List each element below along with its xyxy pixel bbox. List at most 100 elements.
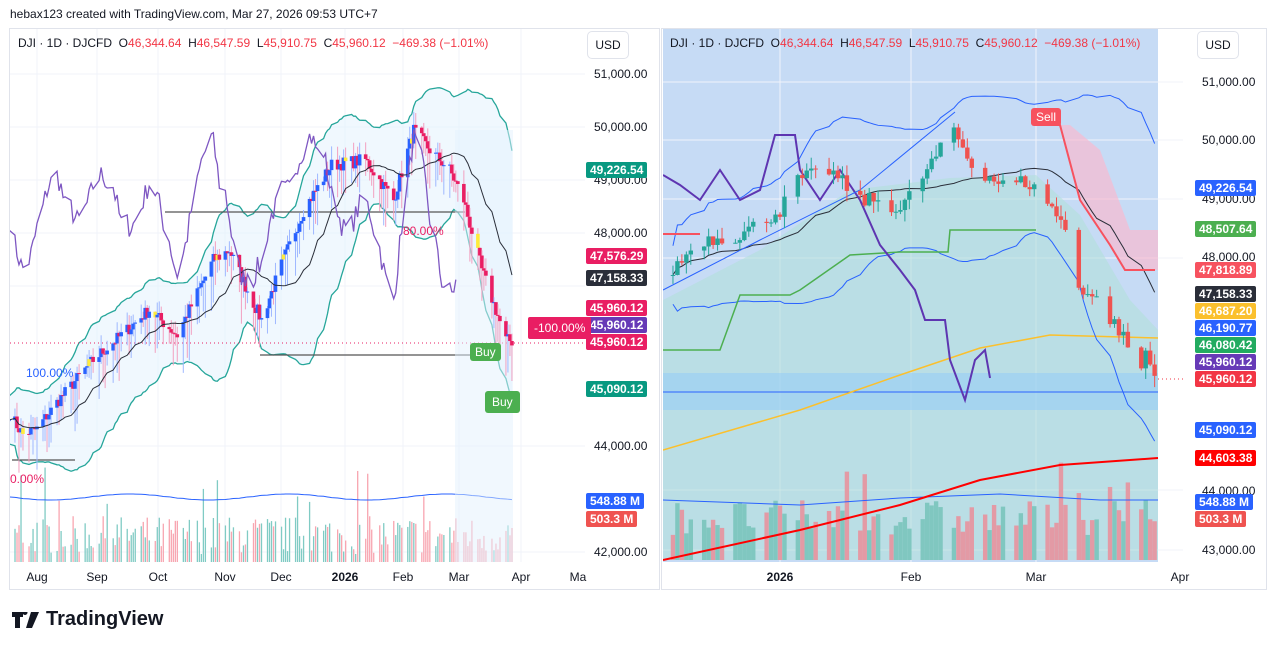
volume-bar — [84, 523, 86, 562]
candle-body — [307, 198, 312, 218]
volume-bar — [44, 467, 46, 562]
volume-bar — [168, 519, 170, 562]
price-tag: 48,507.64 — [1195, 221, 1257, 237]
volume-bar — [1076, 493, 1082, 560]
volume-bar — [218, 523, 221, 562]
candle-body — [327, 170, 332, 176]
price-tick: 51,000.00 — [594, 67, 648, 81]
volume-bar — [246, 530, 249, 562]
volume-bar — [359, 524, 361, 562]
volume-bar — [324, 524, 327, 562]
candle-body — [391, 188, 396, 201]
candle-body — [295, 231, 300, 234]
volume-bar — [268, 522, 271, 562]
candle-body — [185, 316, 190, 318]
candle-body — [211, 253, 216, 262]
volume-bar — [14, 528, 16, 562]
volume-bar — [742, 504, 747, 560]
volume-bar — [72, 516, 74, 562]
close-label: C — [975, 36, 985, 50]
volume-ma-tag: 503.3 M — [1195, 511, 1247, 527]
volume-bar — [1116, 510, 1122, 560]
volume-bar — [170, 529, 172, 562]
candle-body — [902, 199, 908, 211]
tradingview-logo[interactable]: TradingView — [12, 608, 163, 631]
volume-bar — [46, 525, 48, 562]
right-chart-plot[interactable] — [663, 29, 1183, 562]
volume-bar — [715, 525, 720, 560]
candle-body — [960, 139, 966, 148]
candle-body — [1090, 294, 1095, 297]
candle-body — [43, 414, 47, 420]
candle-body — [809, 168, 814, 171]
volume-bar — [938, 507, 943, 560]
volume-bar — [1107, 486, 1113, 560]
volume-bar — [172, 533, 174, 562]
chart-credit: hebax123 created with TradingView.com, M… — [10, 7, 378, 21]
volume-bar — [751, 527, 756, 560]
volume-bar — [294, 517, 297, 562]
volume-bar — [862, 474, 867, 560]
candle-body — [383, 182, 388, 186]
volume-bar — [1125, 482, 1131, 560]
candle-body — [1076, 229, 1082, 288]
candle-body — [69, 381, 73, 388]
candle-body — [329, 159, 334, 171]
open-label: O — [118, 36, 129, 50]
price-tag: 49,226.54 — [586, 162, 648, 178]
candle-body — [427, 148, 432, 154]
candle-body — [189, 304, 194, 307]
volume-bar — [1049, 527, 1055, 560]
low-value: 45,910.75 — [263, 36, 317, 50]
volume-bar — [130, 535, 132, 562]
volume-bar — [92, 547, 94, 562]
currency-button[interactable]: USD — [1197, 31, 1239, 59]
volume-bar — [425, 532, 427, 562]
candle-body — [1107, 296, 1113, 325]
volume-bar — [104, 538, 106, 562]
candle-body — [764, 221, 769, 223]
candle-body — [253, 307, 258, 314]
candle-body — [267, 298, 272, 309]
volume-bar — [30, 542, 32, 562]
volume-bar — [238, 531, 241, 562]
buy-signal: Buy — [470, 343, 501, 361]
trend-line — [663, 111, 956, 291]
volume-bar — [339, 533, 341, 562]
candle-body — [229, 252, 234, 256]
left-chart-plot[interactable] — [10, 29, 585, 562]
candle-body — [115, 332, 119, 344]
candle-body — [813, 168, 818, 170]
candle-body — [45, 414, 49, 420]
candle-body — [57, 399, 61, 407]
volume-bar — [308, 501, 311, 562]
volume-bar — [20, 475, 22, 562]
candle-body — [381, 182, 386, 190]
volume-bar — [202, 488, 205, 562]
volume-bar — [144, 537, 146, 562]
volume-bar — [427, 530, 429, 562]
candle-body — [265, 308, 270, 319]
candle-body — [1121, 331, 1126, 336]
close-value: 45,960.12 — [984, 36, 1038, 50]
price-tick: 51,000.00 — [1202, 75, 1256, 89]
candle-body — [129, 329, 133, 335]
currency-button[interactable]: USD — [587, 31, 629, 59]
volume-bar — [413, 522, 415, 562]
candle-body — [19, 428, 23, 433]
candle-body — [468, 216, 472, 228]
candle-body — [462, 183, 466, 203]
volume-bar — [773, 500, 778, 560]
candle-body — [844, 175, 850, 191]
candle-body — [701, 246, 707, 251]
volume-bar — [1000, 506, 1006, 560]
volume-bar — [260, 523, 263, 562]
volume-bar — [198, 542, 201, 562]
volume-ma-line — [663, 493, 1158, 506]
price-tag: 45,090.12 — [1195, 422, 1257, 438]
candle-body — [804, 170, 809, 179]
volume-bar — [710, 519, 716, 560]
fib-80-label: 80.00% — [403, 224, 444, 238]
volume-bar — [858, 530, 863, 560]
volume-bar — [951, 527, 957, 560]
